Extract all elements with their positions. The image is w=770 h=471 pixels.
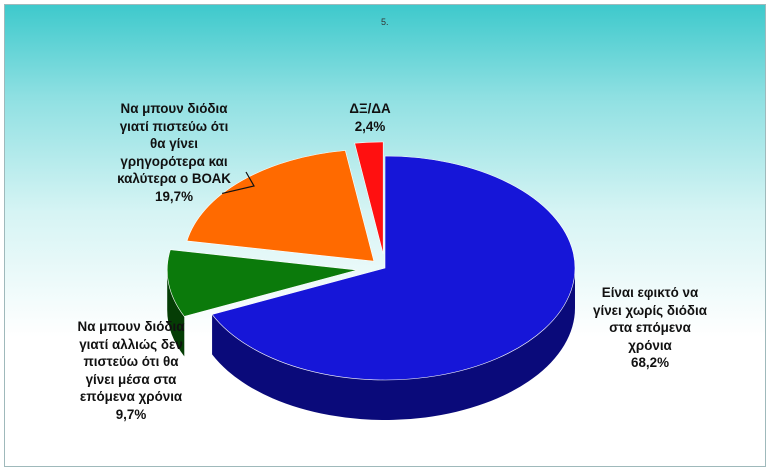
slice-label-line: γίνει χωρίς διόδια <box>593 302 707 318</box>
slice-label-line: γρηγορότερα και <box>120 153 228 169</box>
pie-sides <box>167 268 575 421</box>
slice-label-line: ΔΞ/ΔΑ <box>349 101 391 116</box>
pie-slice-green <box>166 249 358 317</box>
slice-value-label: 19,7% <box>155 188 193 204</box>
pie-slice-blue <box>211 155 576 381</box>
slice-label-line: θα γίνει <box>150 136 198 151</box>
page-number: 5. <box>381 17 389 27</box>
slice-value-label: 9,7% <box>115 406 147 422</box>
pie-tops <box>166 141 576 381</box>
pie-slice-orange <box>186 150 375 262</box>
slice-label-line: στα επόμενα <box>609 320 691 335</box>
slice-label-line: γιατί πιστεύω ότι <box>119 118 229 134</box>
leader-line-orange <box>221 171 255 194</box>
pie-slice-red <box>354 141 384 254</box>
pie-side-blue <box>212 268 575 421</box>
slice-value-label: 68,2% <box>631 355 669 370</box>
slice-label-green: Να μπουν διόδια γιατί αλλιώς δεν πιστεύω ό… <box>46 318 216 423</box>
slice-label-red: ΔΞ/ΔΑ 2,4% <box>330 100 410 135</box>
slice-label-blue: Είναι εφικτό να γίνει χωρίς διόδια στα επό… <box>562 284 738 372</box>
slice-label-line: γιατί αλλιώς δεν <box>79 336 183 352</box>
slice-label-line: επόμενα χρόνια <box>79 389 183 404</box>
pie-side-green <box>167 270 185 357</box>
slice-label-line: χρόνια <box>628 337 672 353</box>
slice-label-line: Να μπουν διόδια <box>77 319 185 334</box>
slice-label-line: πιστεύω ότι θα <box>83 354 179 369</box>
slice-label-line: Να μπουν διόδια <box>120 101 228 116</box>
slice-label-orange: Να μπουν διόδια γιατί πιστεύω ότι θα γίνει… <box>90 100 258 205</box>
slice-label-line: Είναι εφικτό να <box>601 285 699 300</box>
slice-label-line: γίνει μέσα στα <box>85 371 177 387</box>
slice-label-line: καλύτερα ο ΒΟΑΚ <box>117 171 231 186</box>
slice-value-label: 2,4% <box>354 118 386 134</box>
